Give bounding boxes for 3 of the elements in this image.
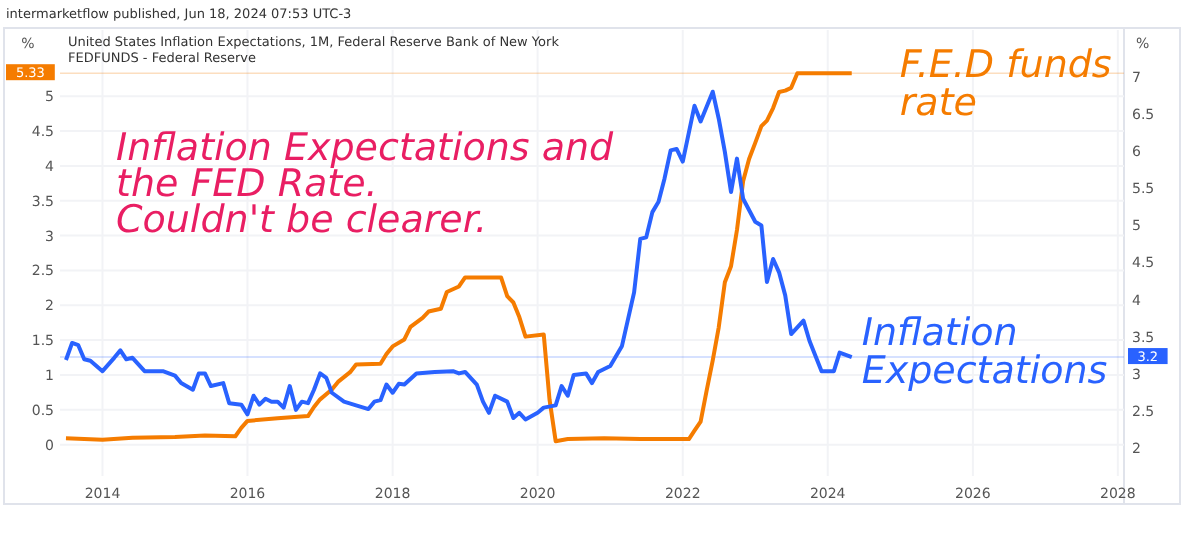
- legend-label: Inflation Expectations: [861, 311, 1108, 394]
- text: Inflation Expectations and the FED Rate. Couldn't be clearer.: [116, 126, 616, 242]
- series-label: F.E.D funds rate: [899, 43, 1112, 126]
